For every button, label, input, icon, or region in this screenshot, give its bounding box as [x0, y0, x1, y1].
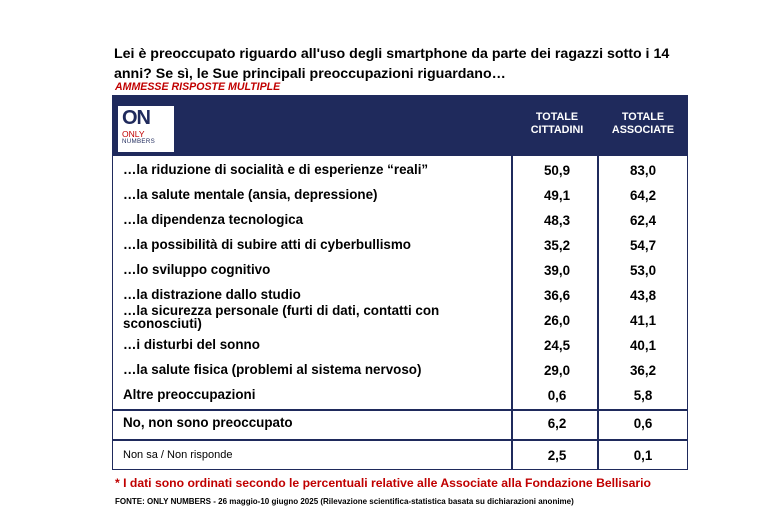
row-label: …la riduzione di socialità e di esperien…	[123, 162, 429, 177]
value-cittadini: 39,0	[543, 263, 571, 278]
row-label: …i disturbi del sonno	[123, 337, 260, 352]
row-label: …la salute fisica (problemi al sistema n…	[123, 362, 422, 377]
value-cittadini: 6,2	[547, 416, 567, 431]
column-header-cittadini: TOTALE CITTADINI	[530, 111, 584, 136]
value-associate: 41,1	[629, 313, 657, 328]
value-cittadini: 24,5	[543, 338, 571, 353]
row-label: Altre preoccupazioni	[123, 387, 256, 402]
row-label: …la possibilità di subire atti di cyberb…	[123, 237, 411, 252]
row-label: …la distrazione dallo studio	[123, 287, 301, 302]
footnote: * I dati sono ordinati secondo le percen…	[115, 476, 651, 490]
value-cittadini: 36,6	[543, 288, 571, 303]
subtitle: AMMESSE RISPOSTE MULTIPLE	[115, 81, 281, 93]
value-cittadini: 49,1	[543, 188, 571, 203]
value-associate: 64,2	[629, 188, 657, 203]
question-text: Lei è preoccupato riguardo all'uso degli…	[114, 46, 670, 82]
row-label: Non sa / Non risponde	[123, 449, 233, 461]
row-label: …la dipendenza tecnologica	[123, 212, 304, 227]
logo-numbers-text: NUMBERS	[122, 138, 156, 145]
value-associate: 0,6	[633, 416, 653, 431]
column-divider	[597, 96, 599, 469]
value-associate: 53,0	[629, 263, 657, 278]
value-associate: 83,0	[629, 163, 657, 178]
value-cittadini: 35,2	[543, 238, 571, 253]
value-associate: 43,8	[629, 288, 657, 303]
row-label: …la salute mentale (ansia, depressione)	[123, 187, 378, 202]
row-separator	[113, 439, 687, 441]
value-associate: 5,8	[633, 388, 653, 403]
value-associate: 54,7	[629, 238, 657, 253]
value-cittadini: 50,9	[543, 163, 571, 178]
source-note: FONTE: ONLY NUMBERS - 26 maggio-10 giugn…	[115, 497, 574, 506]
column-header-associate: TOTALE ASSOCIATE	[611, 111, 675, 136]
logo-only-text: ONLY	[122, 129, 145, 139]
table-header: ON ONLY NUMBERS TOTALE CITTADINI TOTALE …	[113, 96, 687, 156]
value-cittadini: 48,3	[543, 213, 571, 228]
value-associate: 40,1	[629, 338, 657, 353]
only-numbers-logo: ON ONLY NUMBERS	[118, 106, 174, 152]
value-cittadini: 26,0	[543, 313, 571, 328]
value-cittadini: 29,0	[543, 363, 571, 378]
column-divider	[511, 96, 513, 469]
logo-on-text: ON	[122, 107, 151, 129]
row-separator	[113, 409, 687, 411]
value-cittadini: 2,5	[547, 448, 567, 463]
results-table: ON ONLY NUMBERS TOTALE CITTADINI TOTALE …	[112, 95, 688, 470]
value-associate: 0,1	[633, 448, 653, 463]
row-label: No, non sono preoccupato	[123, 415, 293, 430]
value-cittadini: 0,6	[547, 388, 567, 403]
row-label: …la sicurezza personale (furti di dati, …	[123, 303, 440, 331]
value-associate: 62,4	[629, 213, 657, 228]
row-label: …lo sviluppo cognitivo	[123, 262, 271, 277]
value-associate: 36,2	[629, 363, 657, 378]
